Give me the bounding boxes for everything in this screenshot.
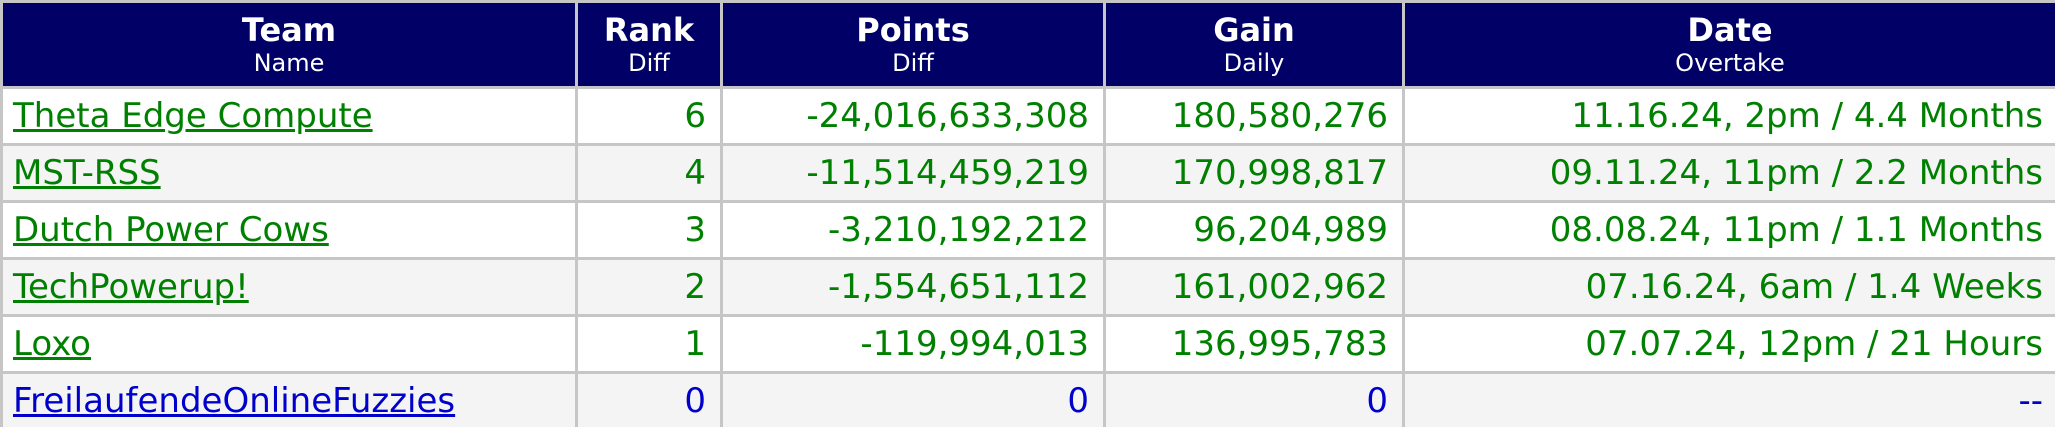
gain-daily-cell: 0 <box>1103 371 1405 427</box>
date-overtake-cell: 09.11.24, 11pm / 2.2 Months <box>1402 143 2055 203</box>
column-subtitle: Diff <box>892 48 934 77</box>
column-header-rank: Rank Diff <box>575 0 723 89</box>
team-cell: TechPowerup! <box>0 257 578 317</box>
rank-diff-cell: 6 <box>575 86 723 146</box>
gain-daily-cell: 136,995,783 <box>1103 314 1405 374</box>
rank-diff-cell: 1 <box>575 314 723 374</box>
column-header-gain: Gain Daily <box>1103 0 1405 89</box>
date-overtake-cell: 07.07.24, 12pm / 21 Hours <box>1402 314 2055 374</box>
column-title: Gain <box>1213 10 1295 49</box>
points-diff-cell: 0 <box>720 371 1106 427</box>
column-subtitle: Name <box>253 48 325 77</box>
points-diff-cell: -119,994,013 <box>720 314 1106 374</box>
date-overtake-cell: -- <box>1402 371 2055 427</box>
column-title: Team <box>241 10 337 49</box>
gain-daily-cell: 170,998,817 <box>1103 143 1405 203</box>
points-diff-cell: -1,554,651,112 <box>720 257 1106 317</box>
team-link[interactable]: TechPowerup! <box>13 267 249 307</box>
points-diff-cell: -3,210,192,212 <box>720 200 1106 260</box>
table-body: Theta Edge Compute 6 -24,016,633,308 180… <box>0 86 2055 427</box>
table-row: Dutch Power Cows 3 -3,210,192,212 96,204… <box>0 200 2055 260</box>
points-diff-cell: -11,514,459,219 <box>720 143 1106 203</box>
table-row: TechPowerup! 2 -1,554,651,112 161,002,96… <box>0 257 2055 317</box>
team-link[interactable]: Dutch Power Cows <box>13 210 329 250</box>
team-link[interactable]: Loxo <box>13 324 91 364</box>
gain-daily-cell: 180,580,276 <box>1103 86 1405 146</box>
team-cell: FreilaufendeOnlineFuzzies <box>0 371 578 427</box>
team-link[interactable]: FreilaufendeOnlineFuzzies <box>13 381 456 421</box>
column-title: Date <box>1687 10 1773 49</box>
table-header: Team Name Rank Diff Points Diff Gain Dai… <box>0 0 2055 89</box>
column-header-points: Points Diff <box>720 0 1106 89</box>
table-row: Loxo 1 -119,994,013 136,995,783 07.07.24… <box>0 314 2055 374</box>
column-subtitle: Diff <box>628 48 670 77</box>
rank-diff-cell: 0 <box>575 371 723 427</box>
gain-daily-cell: 161,002,962 <box>1103 257 1405 317</box>
table-row: FreilaufendeOnlineFuzzies 0 0 0 -- <box>0 371 2055 427</box>
column-title: Rank <box>603 10 695 49</box>
rank-diff-cell: 4 <box>575 143 723 203</box>
date-overtake-cell: 08.08.24, 11pm / 1.1 Months <box>1402 200 2055 260</box>
table-row: MST-RSS 4 -11,514,459,219 170,998,817 09… <box>0 143 2055 203</box>
column-title: Points <box>856 10 970 49</box>
column-header-date: Date Overtake <box>1402 0 2055 89</box>
team-cell: Dutch Power Cows <box>0 200 578 260</box>
header-row: Team Name Rank Diff Points Diff Gain Dai… <box>0 0 2055 89</box>
team-cell: Loxo <box>0 314 578 374</box>
gain-daily-cell: 96,204,989 <box>1103 200 1405 260</box>
rank-diff-cell: 2 <box>575 257 723 317</box>
team-link[interactable]: Theta Edge Compute <box>13 96 373 136</box>
column-header-team: Team Name <box>0 0 578 89</box>
column-subtitle: Overtake <box>1675 48 1785 77</box>
team-cell: Theta Edge Compute <box>0 86 578 146</box>
points-diff-cell: -24,016,633,308 <box>720 86 1106 146</box>
rank-diff-cell: 3 <box>575 200 723 260</box>
column-subtitle: Daily <box>1223 48 1285 77</box>
date-overtake-cell: 07.16.24, 6am / 1.4 Weeks <box>1402 257 2055 317</box>
team-cell: MST-RSS <box>0 143 578 203</box>
team-link[interactable]: MST-RSS <box>13 153 161 193</box>
date-overtake-cell: 11.16.24, 2pm / 4.4 Months <box>1402 86 2055 146</box>
table-row: Theta Edge Compute 6 -24,016,633,308 180… <box>0 86 2055 146</box>
